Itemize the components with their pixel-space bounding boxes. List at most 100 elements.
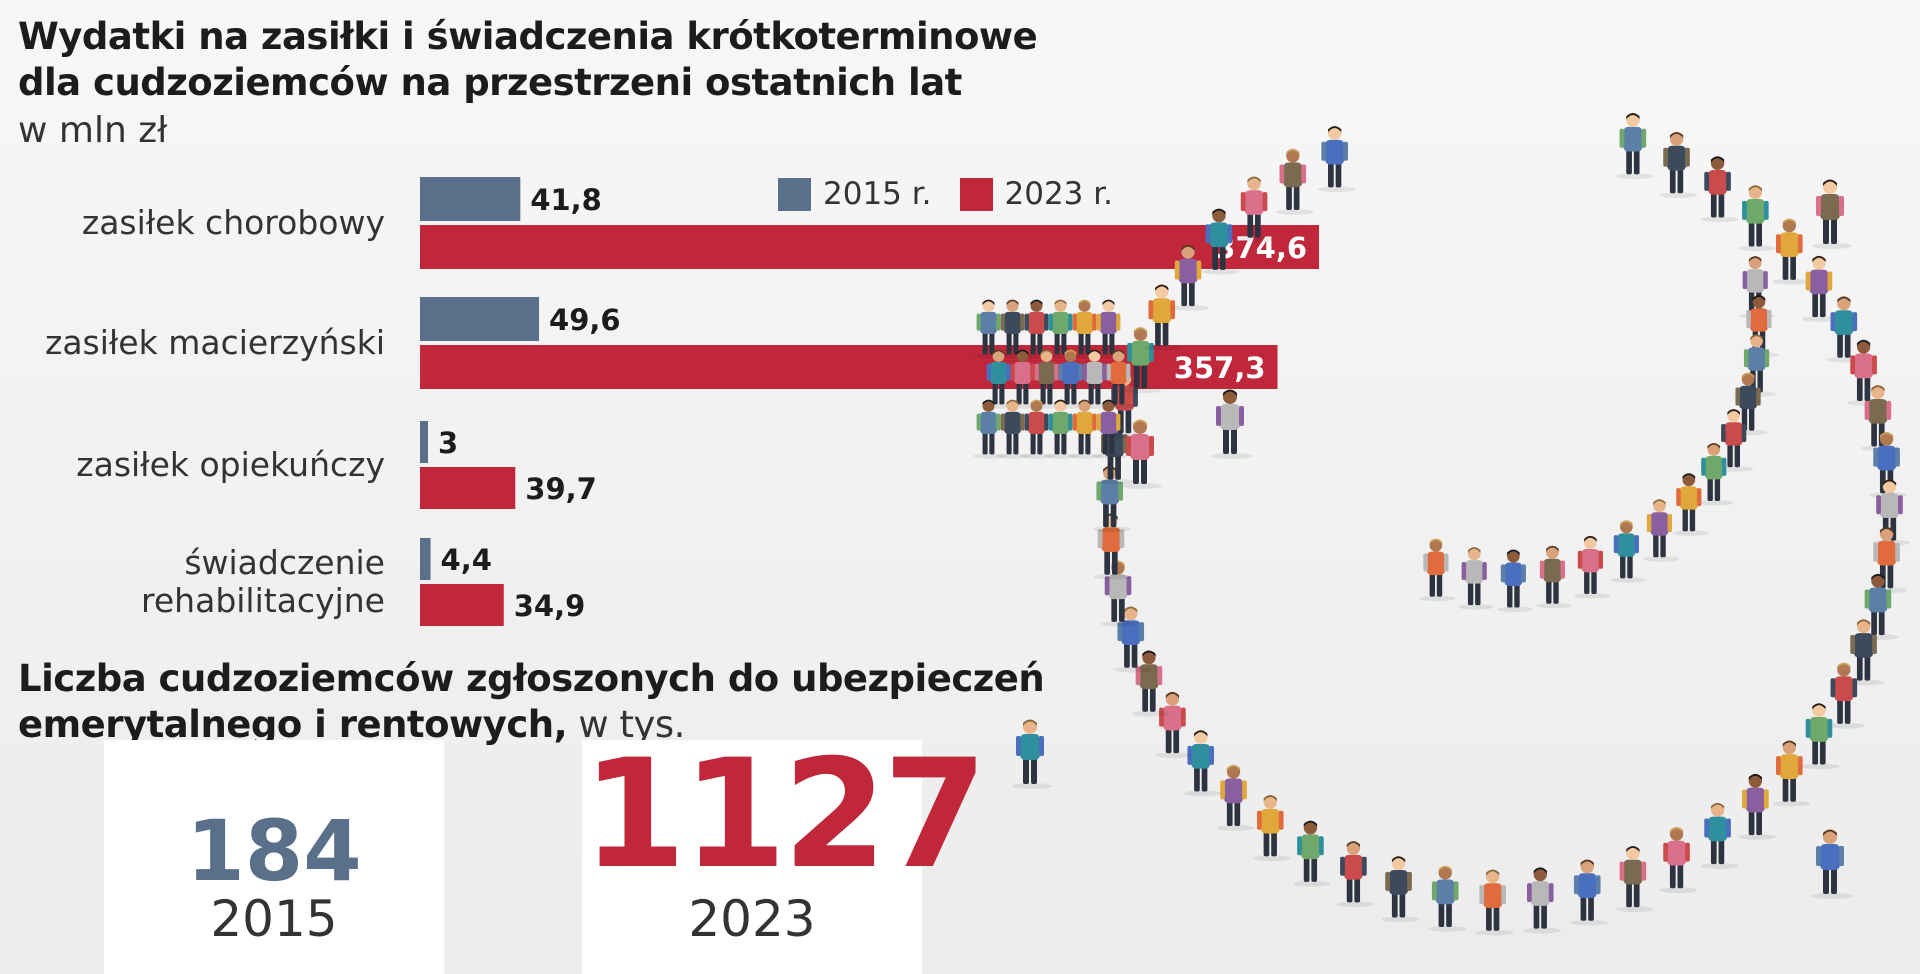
unit-label: w mln zł: [18, 110, 168, 151]
category-label: zasiłek opiekuńczy: [76, 446, 385, 484]
category-label-line: zasiłek opiekuńczy: [76, 445, 385, 484]
person-figure: [1236, 176, 1275, 243]
person-figure: [1381, 856, 1420, 923]
category-label-line: zasiłek macierzyński: [45, 323, 385, 362]
person-figure: [1253, 795, 1292, 862]
legend-swatch-2015: [778, 177, 811, 211]
person-figure: [1144, 284, 1183, 351]
person-figure: [1772, 218, 1811, 285]
stat-panel-2015: 184 2015: [104, 740, 444, 974]
legend-label-2015: 2015 r.: [823, 176, 932, 212]
person-figure: [1103, 349, 1138, 409]
bar-2015: [420, 297, 540, 341]
bar-value-label: 34,9: [514, 589, 586, 623]
stat-value-2015: 184: [186, 802, 362, 900]
stats-title-line-1: Liczba cudzoziemców zgłoszonych do ubezp…: [18, 657, 1045, 700]
chart-title: Wydatki na zasiłki i świadczenia krótkot…: [18, 14, 1038, 106]
person-figure: [1155, 691, 1194, 758]
bar-value-label: 41,8: [530, 183, 602, 217]
person-figure: [1012, 719, 1052, 789]
person-figure: [1826, 296, 1865, 363]
person-figure: [1183, 730, 1222, 797]
legend-label-2023: 2023 r.: [1004, 176, 1114, 212]
category-label: zasiłek macierzyński: [45, 324, 385, 362]
stat-panel-2023: 1127 2023: [582, 728, 987, 974]
bar-2015: [420, 177, 521, 221]
category-label-line: rehabilitacyjne: [141, 581, 385, 620]
person-figure: [1428, 865, 1467, 932]
stats-title: Liczba cudzoziemców zgłoszonych do ubezp…: [18, 656, 1045, 748]
person-figure: [1812, 179, 1852, 249]
category-label-line: zasiłek chorobowy: [81, 203, 385, 242]
bar-2023: [420, 467, 516, 509]
person-figure: [1122, 419, 1162, 489]
person-figure: [1093, 299, 1128, 359]
bar-value-label: 357,3: [1174, 351, 1266, 385]
stats-unit: w tys.: [567, 703, 685, 746]
person-figure: [1615, 846, 1654, 913]
person-figure: [1738, 773, 1777, 840]
bar-value-label: 4,4: [441, 543, 492, 577]
person-figure: [1201, 208, 1240, 275]
person-figure: [1045, 299, 1080, 359]
person-figure: [1216, 764, 1255, 831]
person-figure: [1497, 549, 1534, 613]
bar-2015: [420, 538, 431, 580]
person-figure: [1659, 132, 1698, 199]
person-figure: [1615, 113, 1654, 180]
stats-title-line-2: emerytalnego i rentowych,: [18, 703, 568, 746]
person-figure: [1740, 334, 1777, 397]
category-label: zasiłek chorobowy: [82, 204, 385, 242]
stat-year-2023: 2023: [688, 890, 816, 948]
person-figure: [1570, 859, 1609, 926]
crowd-illustration: [973, 113, 1911, 936]
person-figure: [1275, 148, 1314, 215]
person-figure: [1123, 327, 1162, 394]
person-figure: [1536, 545, 1573, 609]
person-figure: [1419, 538, 1456, 602]
bar-2023: [420, 584, 504, 626]
bar-2023: [420, 225, 1320, 269]
legend-swatch-2023: [959, 177, 993, 211]
title-line-2: dla cudzoziemców na przestrzeni ostatnic…: [18, 61, 962, 104]
person-figure: [1293, 820, 1332, 887]
person-figure: [973, 399, 1008, 459]
person-figure: [1700, 802, 1739, 869]
category-label: świadczenie rehabilitacyjne: [141, 544, 385, 620]
bar-value-label: 49,6: [549, 303, 621, 337]
person-figure: [1458, 547, 1495, 610]
person-figure: [1475, 869, 1514, 936]
person-figure: [1731, 372, 1768, 436]
person-figure: [1717, 409, 1754, 472]
bar-value-label: 39,7: [525, 472, 597, 506]
bar-2015: [420, 421, 428, 463]
person-figure: [1738, 185, 1777, 252]
person-figure: [1574, 535, 1611, 599]
person-figure: [1021, 399, 1056, 459]
person-figure: [1869, 527, 1908, 594]
person-figure: [1131, 650, 1170, 717]
person-figure: [1170, 244, 1209, 311]
person-figure: [1069, 399, 1104, 459]
person-figure: [1643, 499, 1680, 562]
person-figure: [1336, 841, 1375, 908]
person-figure: [1801, 255, 1840, 322]
person-figure: [1697, 442, 1734, 506]
person-figure: [1801, 703, 1840, 770]
legend: 2015 r. 2023 r.: [778, 176, 1141, 212]
person-figure: [1700, 156, 1739, 223]
person-figure: [1826, 662, 1865, 729]
person-figure: [1317, 126, 1356, 193]
person-figure: [1860, 573, 1899, 640]
title-line-1: Wydatki na zasiłki i świadczenia krótkot…: [18, 15, 1038, 58]
person-figure: [1812, 829, 1852, 899]
person-figure: [1846, 619, 1885, 686]
person-figure: [1093, 399, 1128, 459]
person-figure: [1212, 389, 1252, 459]
person-figure: [997, 399, 1032, 459]
person-figure: [1672, 473, 1709, 536]
person-figure: [1523, 867, 1562, 934]
person-figure: [1100, 560, 1139, 627]
person-figure: [1659, 827, 1698, 894]
person-figure: [1610, 520, 1647, 583]
